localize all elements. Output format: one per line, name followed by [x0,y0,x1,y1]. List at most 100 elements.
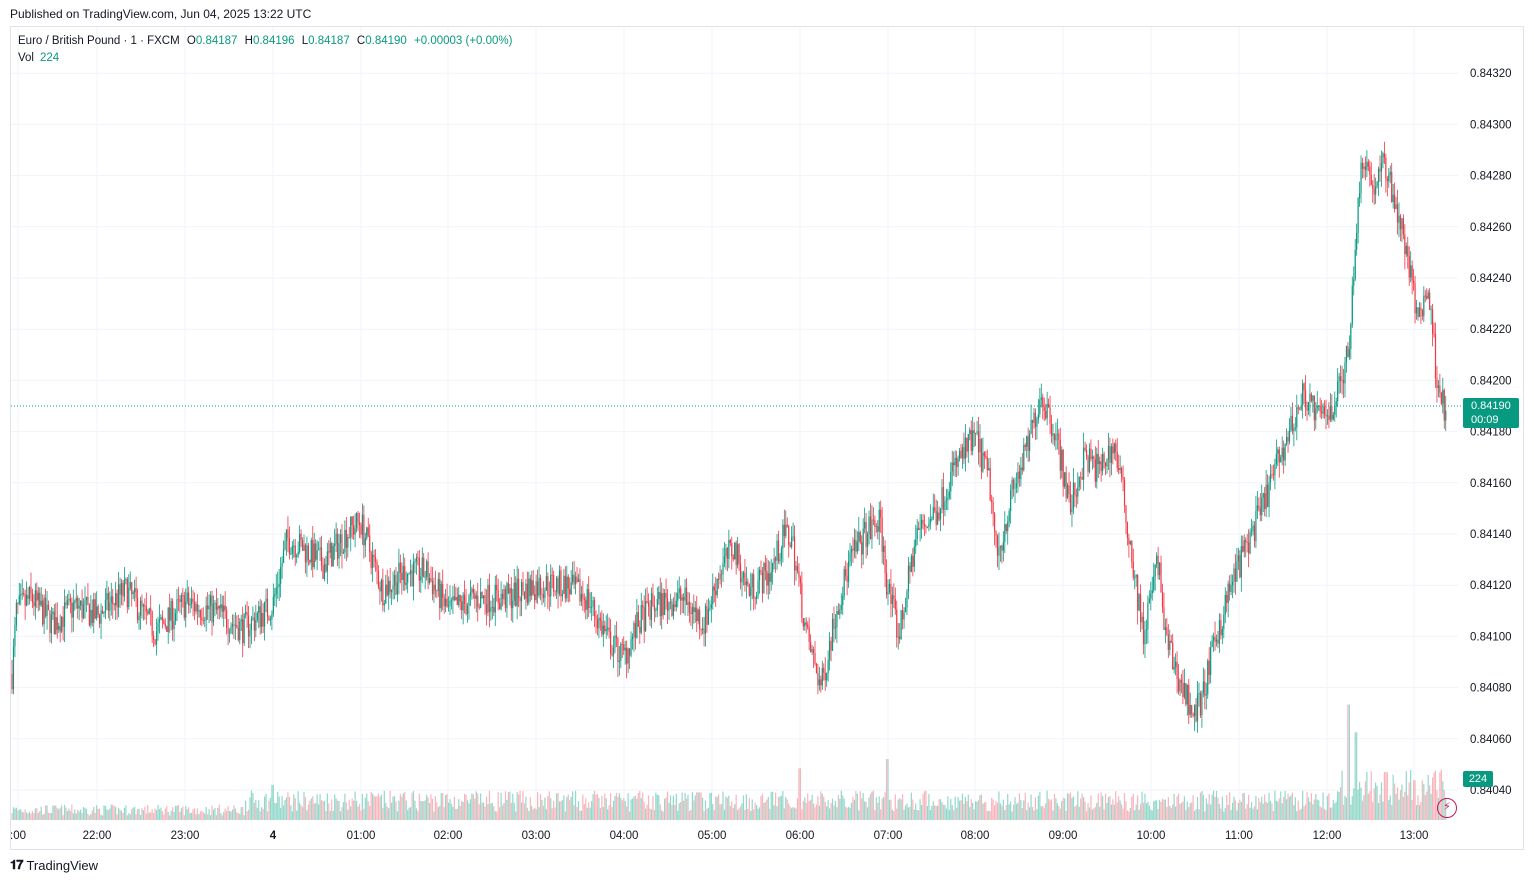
volume-bar [687,794,689,820]
volume-bar [66,811,69,820]
volume-bar [617,796,619,820]
candle-body [662,593,664,616]
volume-bar [353,800,355,820]
volume-bar [1280,791,1282,820]
candle-body [628,648,631,656]
symbol-label[interactable]: Euro / British Pound · 1 · FXCM [18,35,180,47]
candle-body [1154,564,1156,577]
volume-bar [545,809,547,820]
volume-bar [1220,808,1222,820]
volume-bar [99,808,101,820]
volume-bar [906,803,908,820]
volume-bar [166,806,168,820]
candle-body [865,522,867,548]
last-price-value: 0.84190 [1471,400,1511,412]
volume-bar [1296,811,1298,820]
volume-bar [1290,795,1292,820]
volume-bar [849,807,851,820]
candle-body [1096,453,1098,482]
candle-body [1433,333,1435,335]
volume-bar [1347,704,1349,820]
candle-body [202,620,204,621]
candle-body [942,487,945,510]
candle-body [564,575,566,599]
volume-bar [358,804,361,820]
volume-bar [611,807,613,820]
volume-bar [363,808,365,820]
volume-bar [455,808,457,820]
candle-body [304,544,307,563]
candle-body [1128,537,1130,545]
candle-body [462,594,464,611]
volume-bar [1202,794,1204,820]
candle-body [961,447,964,459]
volume-bar [1245,808,1247,820]
candle-body [645,601,647,632]
volume-bar [401,796,403,820]
candle-body [348,537,350,538]
volume-bar [1256,809,1258,820]
volume-bar [1334,803,1336,820]
candle-body [545,576,547,591]
volume-bar [823,796,825,820]
volume-bar [153,813,155,820]
candle-body [75,597,77,602]
volume-bar [723,809,726,820]
volume-bar [636,798,638,820]
volume-bar [336,800,339,820]
candle-body [228,633,231,634]
volume-bar [807,793,809,820]
volume-bar [542,805,545,820]
volume-bar [725,796,727,820]
volume-bar [1148,805,1150,820]
volume-bar [212,809,215,820]
volume-bar [586,807,588,820]
candle-body [528,578,530,603]
volume-bar [490,803,492,820]
volume-bar [115,806,117,820]
volume-bar [1375,782,1377,820]
candle-body [928,523,930,527]
volume-bar [1396,787,1399,820]
volume-bar [1218,804,1221,820]
candle-body [90,609,92,626]
volume-bar [1431,777,1434,820]
volume-bar [869,793,872,820]
tradingview-brand[interactable]: 𝟏𝟕 TradingView [10,857,98,873]
volume-bar [1164,799,1166,820]
candle-body [1217,639,1219,644]
volume-bar [1074,806,1076,820]
candle-body [1278,449,1280,463]
candle-body [1288,429,1291,442]
candle-body [1201,693,1203,716]
candle-body [253,617,255,631]
candle-body [951,462,953,472]
volume-bar [104,806,107,820]
candle-body [1410,265,1412,278]
volume-bar [890,799,892,820]
candle-body [1329,406,1331,420]
volume-bar [395,801,397,820]
lightning-icon[interactable]: ⚡ [1437,798,1457,818]
candle-body [696,607,698,622]
candle-body [1342,380,1345,384]
volume-bar [722,791,724,820]
volume-bar [1353,788,1355,820]
volume-bar [926,805,929,820]
candle-body [843,569,845,596]
volume-bar [728,795,730,820]
candle-body [177,599,180,601]
candle-body [275,587,277,595]
candle-body [39,592,41,606]
candle-body [201,617,203,621]
candle-body [1160,562,1162,593]
volume-bar [913,809,915,820]
volume-bar [1135,804,1137,820]
volume-bar [262,808,264,820]
volume-bar [1012,804,1015,820]
candle-body [42,600,44,625]
volume-bar [700,792,702,820]
candle-body [443,597,445,607]
candle-body [78,605,80,609]
